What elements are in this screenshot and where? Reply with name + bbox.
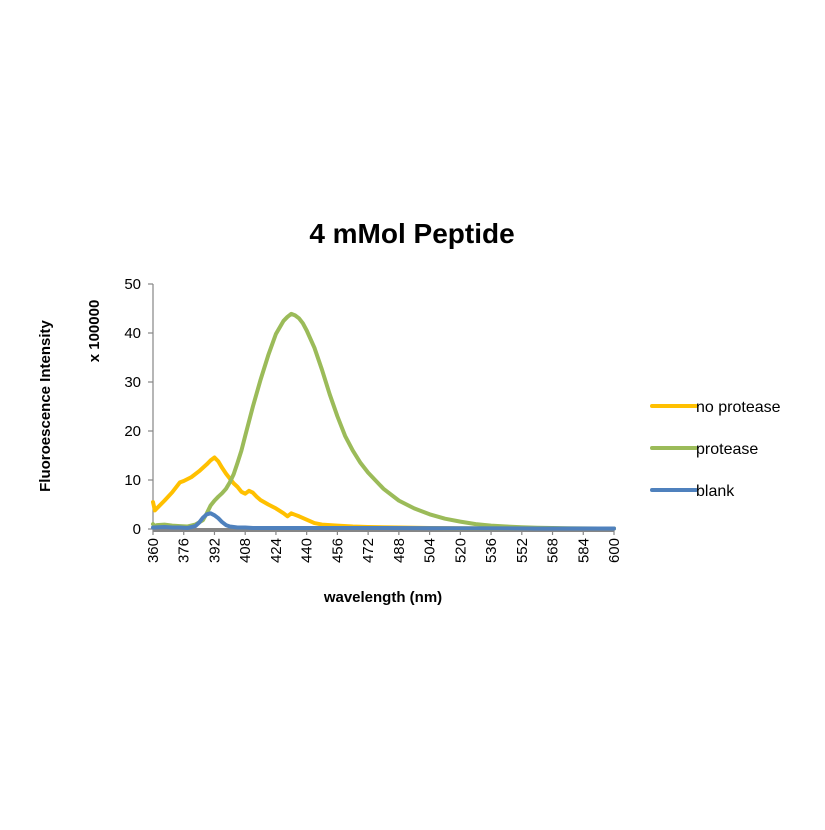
legend-label: no protease bbox=[696, 399, 781, 416]
series-line-protease bbox=[151, 311, 616, 531]
x-tick-label: 536 bbox=[483, 538, 500, 563]
x-tick-label: 360 bbox=[145, 538, 162, 563]
y-axis-title: Fluoroescence Intensity bbox=[37, 319, 54, 491]
x-tick-label: 552 bbox=[514, 538, 531, 563]
legend: no protease protease blank bbox=[650, 399, 781, 500]
y-tick-label: 0 bbox=[133, 521, 141, 538]
chart-title: 4 mMol Peptide bbox=[309, 218, 514, 249]
x-tick-label: 488 bbox=[391, 538, 408, 563]
y-tick-label: 30 bbox=[124, 374, 141, 391]
x-tick-label: 584 bbox=[575, 538, 592, 563]
x-tick-label: 504 bbox=[422, 538, 439, 563]
plot-area bbox=[151, 311, 616, 531]
x-tick-label: 392 bbox=[206, 538, 223, 563]
legend-label: blank bbox=[696, 483, 735, 500]
y-tick-label: 40 bbox=[124, 325, 141, 342]
series-line-blank bbox=[151, 511, 616, 531]
x-axis-title: wavelength (nm) bbox=[323, 589, 442, 606]
x-tick-label: 376 bbox=[176, 538, 193, 563]
x-tick-label: 568 bbox=[545, 538, 562, 563]
y-tick-label: 10 bbox=[124, 472, 141, 489]
x-tick-label: 520 bbox=[452, 538, 469, 563]
x-tick-label: 600 bbox=[606, 538, 623, 563]
y-tick-label: 20 bbox=[124, 423, 141, 440]
x-tick-label: 424 bbox=[268, 538, 285, 563]
x-tick-label: 456 bbox=[329, 538, 346, 563]
y-axis-multiplier-label: x 100000 bbox=[86, 300, 103, 363]
legend-label: protease bbox=[696, 441, 758, 458]
x-tick-label: 440 bbox=[299, 538, 316, 563]
x-tick-label: 408 bbox=[237, 538, 254, 563]
x-tick-label: 472 bbox=[360, 538, 377, 563]
y-tick-label: 50 bbox=[124, 276, 141, 293]
